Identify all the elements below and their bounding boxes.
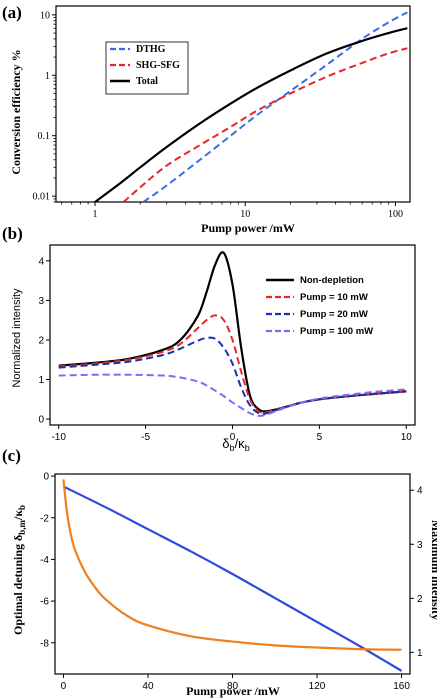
- panel-b-label: (b): [2, 224, 23, 243]
- y-tick-label: 0: [38, 415, 44, 426]
- series-line-total: [94, 27, 408, 202]
- y-tick-label: -2: [40, 513, 49, 524]
- y-tick-label: -4: [40, 555, 49, 566]
- series-line-right-1: [62, 479, 402, 651]
- panel-a-label: (a): [2, 3, 22, 22]
- panel-a-chart: 1 10 100 0.01 0.1 1 10 DTHG SHG-SFG Total: [33, 5, 411, 220]
- series-line-left-0: [62, 485, 403, 672]
- panel-a-xlabel: Pump power /mW: [201, 221, 295, 235]
- y-right-tick-label: 4: [417, 486, 423, 497]
- y-tick-label: 4: [38, 256, 44, 267]
- panel-b-xlabel: δb/κb: [222, 436, 249, 453]
- x-tick-label: -10: [51, 432, 66, 443]
- legend-label: Non-depletion: [300, 275, 364, 286]
- legend-label: Pump = 10 mW: [300, 292, 368, 303]
- y-tick-label: 0: [43, 472, 49, 483]
- panel-b-chart: -10 -5 0 5 10 0 1 2 3 4 Non-depletion Pump = 10 mW P…: [38, 244, 416, 443]
- x-tick-label: 120: [309, 681, 326, 692]
- panel-c-chart: 0 40 80 120 160 0 -2 -4 -6 -8 1 2 3 4: [40, 472, 423, 692]
- panel-c-xlabel: Pump power /mW: [186, 684, 280, 698]
- x-tick-label: 10: [401, 432, 413, 443]
- legend-label: Pump = 20 mW: [300, 309, 368, 320]
- y-tick-label: 10: [40, 10, 50, 21]
- series-line-pump-20-mw: [58, 336, 407, 415]
- legend-label: Pump = 100 mW: [300, 326, 373, 337]
- y-tick-label: 3: [38, 296, 44, 307]
- x-tick-label: 100: [388, 209, 403, 220]
- legend-label: DTHG: [136, 44, 166, 55]
- x-tick-label: 40: [142, 681, 154, 692]
- x-tick-label: 0: [61, 681, 67, 692]
- y-tick-label: 0.01: [33, 192, 51, 203]
- legend-box: [105, 41, 189, 95]
- x-tick-label: -5: [141, 432, 150, 443]
- x-tick-label: 160: [393, 681, 410, 692]
- y-tick-label: 1: [38, 375, 44, 386]
- series-line-shg-sfg: [122, 47, 408, 202]
- plot-frame: [55, 5, 411, 203]
- x-tick-label: 5: [317, 432, 323, 443]
- panel-b-ylabel: Normalized intensity: [11, 288, 23, 388]
- series-line-dthg: [142, 11, 408, 202]
- legend-label: Total: [136, 76, 158, 87]
- x-tick-label: 1: [93, 209, 98, 220]
- x-tick-label: 10: [240, 209, 250, 220]
- panel-c-ylabel: Optimal detuning δb,m/κb: [11, 505, 27, 635]
- legend-label: SHG-SFG: [136, 60, 180, 71]
- panel-a-ylabel: Conversion efficiency %: [9, 49, 23, 174]
- y-tick-label: 1: [45, 71, 50, 82]
- x-tick-label: 80: [227, 681, 239, 692]
- y-tick-label: 0.1: [38, 131, 51, 142]
- panel-c-ylabel-right: Maximum intensity: [429, 520, 437, 620]
- y-right-tick-label: 2: [417, 594, 423, 605]
- y-tick-label: -8: [40, 638, 49, 649]
- y-tick-label: 2: [38, 335, 44, 346]
- panel-c-label: (c): [2, 446, 21, 465]
- y-right-tick-label: 3: [417, 540, 423, 551]
- y-right-tick-label: 1: [417, 648, 423, 659]
- y-tick-label: -6: [40, 597, 49, 608]
- x-tick-label: 0: [230, 432, 236, 443]
